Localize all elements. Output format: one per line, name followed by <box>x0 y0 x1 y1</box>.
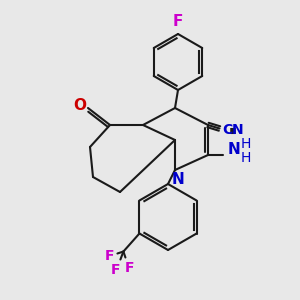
Text: O: O <box>74 98 86 112</box>
Text: F: F <box>111 262 120 277</box>
Text: F: F <box>125 260 134 274</box>
Text: F: F <box>173 14 183 29</box>
Text: H: H <box>241 151 251 165</box>
Text: N: N <box>228 142 240 158</box>
Text: F: F <box>105 250 114 263</box>
Text: N: N <box>232 123 244 137</box>
Text: N: N <box>172 172 184 188</box>
Text: H: H <box>241 137 251 151</box>
Text: C: C <box>222 123 232 137</box>
